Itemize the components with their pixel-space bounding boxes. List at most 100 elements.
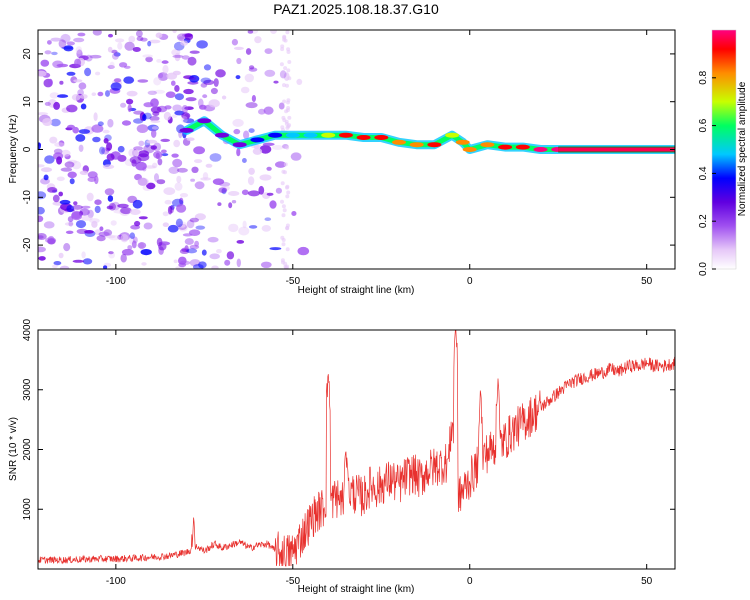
spectrogram-noise-blob: [188, 229, 201, 236]
spectrogram-noise-blob: [80, 103, 87, 110]
spectrogram-noise-blob: [120, 253, 127, 263]
spectrogram-noise-blob: [190, 178, 196, 182]
colorbar: 0.0 0.2 0.4 0.6 0.8 Normalized spectral ampl…: [698, 29, 748, 276]
spectrogram-noise-blob: [76, 49, 83, 59]
spectrogram-noise-blob: [176, 204, 187, 213]
spectrogram-noise-blob: [42, 118, 53, 126]
spectrogram-noise-blob: [171, 80, 176, 86]
ridge-point: [197, 118, 212, 124]
spectrogram-noise-blob: [187, 56, 197, 66]
spectrogram-noise-blob: [191, 166, 199, 173]
spectrogram-noise-blob: [60, 167, 73, 172]
spectrogram-noise-blob: [49, 92, 60, 99]
spectrogram-noise-blob: [127, 245, 133, 250]
spectrogram-noise-blob: [81, 205, 91, 209]
spectrogram-noise-blob: [109, 61, 115, 69]
spectrogram-noise-blob: [104, 188, 115, 196]
spectrogram-noise-blob: [136, 36, 144, 42]
spectrogram-noise-blob: [186, 137, 195, 141]
spectrogram-noise-blob: [71, 211, 83, 221]
spectrogram-noise-blob: [162, 64, 169, 74]
spectrogram-noise-blob: [290, 152, 302, 161]
spectrogram-noise-blob: [281, 242, 286, 247]
spectrogram-noise-blob: [134, 149, 140, 157]
spectrogram-noise-blob: [286, 47, 291, 52]
snr-y-tick-label: 4000: [22, 318, 33, 341]
spectrogram-noise-blob: [282, 208, 287, 213]
spectrogram-noise-blob: [58, 39, 67, 48]
spectrogram-noise-blob: [142, 114, 147, 121]
spectrogram-noise-blob: [259, 144, 272, 154]
spectrogram-noise-blob: [78, 129, 91, 134]
spectrogram-noise-blob: [247, 30, 254, 34]
spectrogram-noise-blob: [210, 87, 218, 95]
snr-y-tick-label: 2000: [22, 438, 33, 461]
spectrogram-noise-blob: [291, 211, 297, 216]
snr-y-tick-label: 1000: [22, 498, 33, 521]
spectrogram-noise-blob: [242, 220, 247, 229]
spectrogram-noise-blob: [38, 233, 47, 240]
spectrogram-noise-blob: [162, 222, 169, 227]
spectrogram-noise-blob: [179, 248, 190, 254]
spectrogram-noise-blob: [168, 166, 180, 174]
spectrogram-noise-blob: [171, 114, 178, 118]
spectrogram-noise-blob: [92, 30, 102, 36]
spectrogram-noise-blob: [105, 235, 116, 239]
spectrogram-noise-blob: [270, 30, 277, 34]
spectrogram-noise-blob: [240, 86, 250, 94]
spectrogram-noise-blob: [111, 49, 118, 54]
spectrogram-noise-blob: [228, 202, 233, 209]
spectrogram-noise-blob: [272, 145, 284, 150]
spectrogram-noise-blob: [43, 174, 49, 181]
spectrogram-noise-blob: [279, 70, 287, 79]
spectrogram-noise-blob: [156, 59, 162, 63]
spectrogram-noise-blob: [44, 155, 55, 164]
spectrogram-noise-blob: [96, 235, 106, 242]
spectrogram-noise-blob: [38, 142, 41, 150]
spectrogram-noise-blob: [203, 79, 215, 85]
spectrogram-noise-blob: [52, 264, 58, 269]
spectrogram-noise-blob: [82, 258, 93, 265]
spectrogram-noise-blob: [133, 146, 144, 151]
spectrogram-noise-blob: [128, 148, 135, 157]
spectrogram-noise-blob: [285, 83, 289, 88]
spectrogram-noise-blob: [279, 62, 284, 67]
ridge-point: [374, 135, 389, 140]
spectrogram-noise-blob: [163, 111, 171, 121]
spectrogram-noise-blob: [64, 161, 75, 168]
spectrogram-noise-blob: [146, 139, 158, 144]
spectrogram-noise-blob: [135, 161, 147, 171]
spectrogram-noise-blob: [280, 44, 285, 49]
spectrogram-noise-blob: [74, 58, 82, 67]
spectrogram-noise-blob: [245, 48, 252, 55]
spectrogram-noise-blob: [78, 144, 84, 152]
spectrogram-noise-blob: [94, 175, 99, 185]
spectrogram-noise-blob: [181, 116, 188, 124]
spectrogram-noise-blob: [286, 98, 291, 103]
spectrogram-noise-blob: [282, 34, 287, 39]
spectrogram-noise-blob: [161, 60, 169, 64]
spectrogram-noise-blob: [86, 192, 94, 202]
spectrogram-noise-blob: [91, 124, 104, 133]
spectrogram-noise-blob: [280, 258, 285, 263]
spectrogram-noise-blob: [51, 51, 58, 56]
spectrogram-noise-blob: [38, 70, 47, 77]
spectrogram-noise-blob: [176, 167, 188, 173]
spectrogram-noise-blob: [140, 37, 148, 42]
spectrogram-noise-blob: [259, 174, 272, 181]
spectrogram-noise-blob: [84, 230, 94, 234]
spectrogram-noise-blob: [106, 205, 114, 210]
ridge-point: [480, 142, 495, 148]
spectrogram-noise-blob: [172, 158, 183, 168]
spectrogram-noise-blob: [207, 236, 219, 243]
spectrogram-noise-blob: [141, 262, 147, 266]
ridge-point: [515, 144, 530, 150]
spectrogram-noise-blob: [66, 205, 74, 213]
spectrogram-noise-blob: [200, 177, 212, 181]
spectrogram-noise-blob: [164, 199, 172, 205]
spectrogram-noise-blob: [208, 99, 220, 108]
ridge-point: [250, 137, 265, 143]
spectrogram-noise-blob: [157, 158, 163, 166]
spectrogram-noise-blob: [117, 145, 125, 153]
spectrogram-noise-blob: [175, 218, 183, 228]
